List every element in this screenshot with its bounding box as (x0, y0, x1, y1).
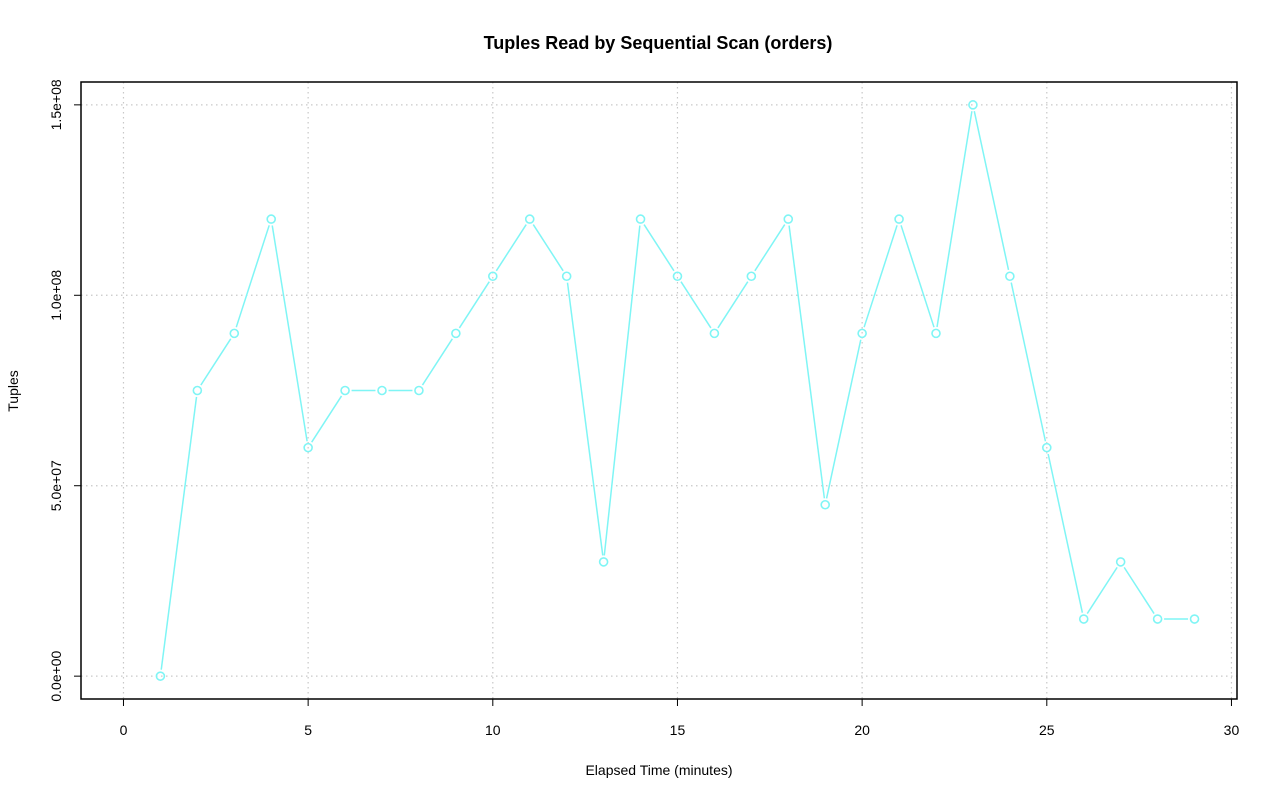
data-point (340, 385, 350, 396)
data-point (635, 214, 646, 224)
data-point (1041, 442, 1052, 453)
y-axis-label: Tuples (5, 370, 21, 412)
data-point (709, 328, 720, 339)
data-point (155, 671, 166, 681)
series-line-segment (160, 396, 198, 670)
data-point (820, 499, 830, 510)
data-point (931, 328, 941, 339)
series-line-segment (566, 282, 604, 556)
x-tick-label: 10 (485, 722, 501, 738)
series-line-segment (532, 224, 564, 272)
series-line-segment (680, 281, 712, 329)
y-tick-label: 5.0e+07 (48, 460, 64, 511)
data-point (1115, 557, 1126, 567)
data-point (266, 214, 277, 224)
chart-title: Tuples Read by Sequential Scan (orders) (484, 33, 833, 53)
series-line-segment (235, 225, 270, 328)
series-line-segment (311, 395, 343, 443)
y-tick-label: 0.0e+00 (48, 650, 64, 701)
data-point (303, 442, 313, 453)
x-tick-label: 15 (670, 722, 686, 738)
series-line-segment (1047, 453, 1084, 613)
data-point (488, 271, 498, 282)
data-point (1152, 614, 1163, 624)
plot-frame (80, 81, 1238, 700)
series-line-segment (788, 225, 826, 499)
x-axis-label: Elapsed Time (minutes) (585, 762, 732, 778)
series-line-segment (200, 338, 232, 386)
y-tick-label: 1.5e+08 (48, 79, 64, 130)
series-line-segment (643, 224, 675, 272)
x-tick-label: 30 (1224, 722, 1240, 738)
x-tick-label: 25 (1039, 722, 1055, 738)
data-point (229, 328, 240, 339)
data-point (746, 271, 757, 282)
data-point (968, 100, 978, 110)
series-line-segment (900, 225, 935, 328)
data-point (451, 328, 461, 339)
series-line-segment (458, 281, 490, 329)
data-point (783, 214, 794, 224)
series-line-segment (271, 225, 308, 442)
data-point (377, 385, 387, 396)
x-tick-label: 0 (120, 722, 128, 738)
data-point (192, 385, 203, 396)
data-point (1189, 614, 1200, 624)
data-point (598, 557, 609, 567)
series-line-segment (717, 281, 749, 329)
x-tick-label: 20 (854, 722, 870, 738)
x-tick-label: 5 (304, 722, 312, 738)
data-point (857, 328, 867, 339)
data-series (155, 100, 1200, 681)
y-tick-label: 1.0e+08 (48, 270, 64, 321)
series-line-segment (1123, 566, 1155, 614)
series-line-segment (495, 224, 527, 272)
data-point (894, 214, 904, 224)
axes: 0 5 10 15 20 25 30 0.0e+00 5.0e+07 1.0e+08 1.5e+08 (48, 79, 1239, 738)
series-line-segment (1086, 566, 1118, 614)
series-line-segment (825, 339, 862, 499)
series-line-segment (1010, 282, 1047, 442)
data-point (414, 385, 424, 396)
data-point (672, 271, 683, 282)
series-line-segment (863, 225, 898, 328)
data-point (524, 214, 535, 224)
series-line-segment (936, 111, 973, 328)
data-point (1078, 614, 1089, 624)
series-line-segment (603, 225, 641, 556)
series-line-segment (973, 111, 1010, 271)
series-line-segment (754, 224, 786, 272)
grid-lines (81, 82, 1237, 699)
data-point (561, 271, 572, 282)
data-point (1005, 271, 1015, 282)
series-line-segment (421, 338, 453, 386)
